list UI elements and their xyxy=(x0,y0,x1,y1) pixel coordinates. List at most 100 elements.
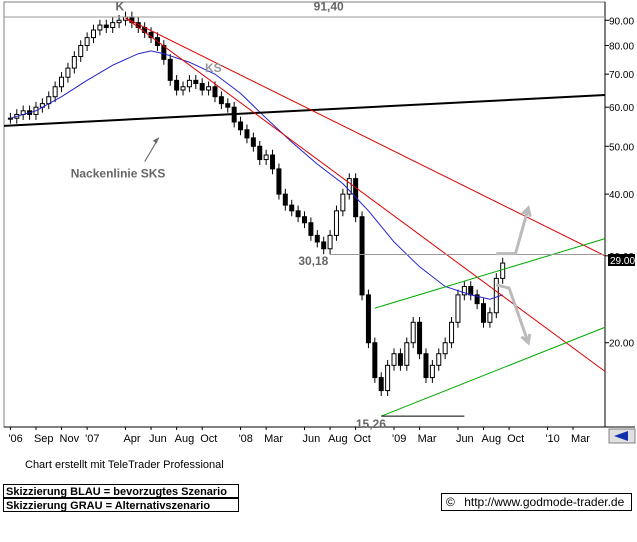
price-candle xyxy=(302,216,307,224)
price-candle xyxy=(59,76,65,88)
price-candle xyxy=(391,353,397,366)
price-candle xyxy=(276,168,282,195)
price-candle xyxy=(218,96,224,105)
y-tick-label: 40.00 xyxy=(609,190,634,201)
price-candle xyxy=(423,353,429,379)
x-tick-label: Nov xyxy=(60,433,80,445)
x-tick-label: Jun xyxy=(456,433,474,445)
chart-annotation: Nackenlinie SKS xyxy=(71,167,166,181)
source-url[interactable]: http://www.godmode-trader.de xyxy=(464,495,625,509)
x-tick-label: '10 xyxy=(545,433,559,445)
price-candle xyxy=(244,129,250,139)
price-candle xyxy=(449,321,455,344)
price-candle xyxy=(346,178,352,195)
price-candle xyxy=(397,353,403,366)
price-candle xyxy=(71,56,77,69)
y-tick-label: 50.00 xyxy=(609,142,634,153)
price-candle xyxy=(212,86,218,98)
x-tick-label: '09 xyxy=(392,433,406,445)
x-tick-label: Apr xyxy=(123,433,140,445)
x-tick-label: Sep xyxy=(34,433,54,445)
scroll-arrow-icon[interactable] xyxy=(608,428,636,444)
trend-line xyxy=(374,238,606,309)
price-candle xyxy=(404,342,410,366)
price-candle xyxy=(250,137,256,147)
y-tick-label: 70.00 xyxy=(609,70,634,81)
price-candle xyxy=(455,294,461,323)
price-candle xyxy=(468,285,474,296)
price-candle xyxy=(493,277,499,314)
y-tick-label: 60.00 xyxy=(609,103,634,114)
price-candle xyxy=(372,342,378,379)
last-value-label: 29.00 xyxy=(610,256,635,267)
price-candle xyxy=(199,83,205,91)
price-candle xyxy=(65,67,71,78)
price-candle xyxy=(327,234,333,250)
price-candle xyxy=(385,364,391,392)
price-candle xyxy=(78,45,84,58)
price-candle xyxy=(321,241,327,250)
price-candle xyxy=(359,216,365,296)
scenario-arrow-head xyxy=(520,204,532,218)
scenario-arrow-head xyxy=(520,333,532,346)
x-tick-label: Jun xyxy=(303,433,321,445)
y-axis-panel xyxy=(605,2,635,427)
x-tick-label: '07 xyxy=(85,433,99,445)
price-candle xyxy=(206,86,212,91)
scenario-arrow xyxy=(495,283,530,344)
price-candle xyxy=(500,262,506,279)
price-candle xyxy=(295,210,301,218)
price-candle xyxy=(365,294,371,344)
chart-annotation: 15,26 xyxy=(356,417,386,431)
price-candle xyxy=(116,19,122,24)
x-tick-label: Mar xyxy=(571,433,590,445)
price-candle xyxy=(180,86,186,91)
price-candle xyxy=(340,193,346,212)
price-candle xyxy=(487,312,493,323)
x-tick-label: Aug xyxy=(328,433,348,445)
price-candle xyxy=(84,37,90,47)
x-tick-label: Mar xyxy=(418,433,437,445)
price-candle xyxy=(436,353,442,366)
x-tick-label: Oct xyxy=(507,433,524,445)
price-candle xyxy=(442,342,448,355)
price-candle xyxy=(308,222,314,236)
trend-line xyxy=(3,94,606,127)
price-candle xyxy=(429,364,435,379)
x-tick-label: '06 xyxy=(8,433,22,445)
trend-line xyxy=(125,17,606,372)
price-candle xyxy=(186,79,192,88)
scenario-arrow xyxy=(496,207,530,256)
price-candle xyxy=(174,79,180,91)
x-tick-label: '08 xyxy=(239,433,253,445)
x-tick-label: Jun xyxy=(149,433,167,445)
price-candle xyxy=(257,145,263,161)
price-chart: 20.0030.0040.0050.0060.0070.0080.0090.00… xyxy=(3,0,636,445)
price-candle xyxy=(167,58,173,81)
moving-average-line xyxy=(10,50,503,300)
price-candle xyxy=(110,22,116,29)
price-candle xyxy=(225,103,231,108)
chart-annotation: KS xyxy=(205,61,222,75)
price-candle xyxy=(461,285,467,296)
price-candle xyxy=(52,86,58,98)
y-tick-label: 20.00 xyxy=(609,339,634,350)
price-candle xyxy=(97,24,103,31)
x-tick-label: Oct xyxy=(200,433,217,445)
chart-annotation: 30,18 xyxy=(298,254,328,268)
chart-annotation: K xyxy=(115,0,124,13)
y-tick-label: 80.00 xyxy=(609,42,634,53)
price-candle xyxy=(417,321,423,355)
price-candle xyxy=(474,294,480,305)
trend-line xyxy=(381,326,606,417)
price-candle xyxy=(263,154,269,161)
x-tick-label: Aug xyxy=(175,433,195,445)
price-candle xyxy=(410,321,416,344)
x-tick-label: Oct xyxy=(354,433,371,445)
price-candle xyxy=(270,154,276,170)
price-candle xyxy=(481,303,487,323)
neckline-pointer-arrowhead xyxy=(152,137,159,144)
legend-blue-scenario: Skizzierung BLAU = bevorzugtes Szenario xyxy=(3,484,239,498)
source-url-box[interactable]: © http://www.godmode-trader.de xyxy=(441,493,632,511)
price-candle xyxy=(161,45,167,60)
